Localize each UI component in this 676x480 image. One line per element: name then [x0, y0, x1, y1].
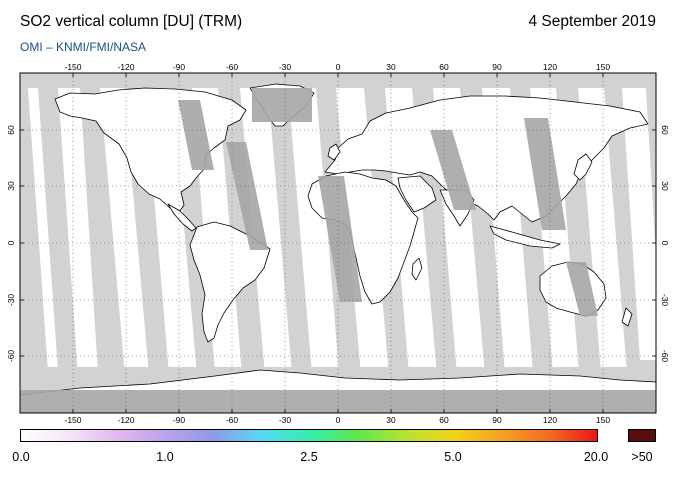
lon-label: 120: [543, 415, 557, 425]
arabia: [397, 175, 437, 213]
lon-label: 60: [439, 62, 449, 72]
lon-label: 0: [336, 415, 341, 425]
land-gap-strip: [178, 100, 214, 170]
lon-label: -120: [117, 62, 134, 72]
lon-label: 60: [439, 415, 449, 425]
lat-label: -30: [6, 294, 16, 307]
colorbar-label: 20.0: [583, 450, 609, 464]
lon-label: 30: [386, 62, 396, 72]
orbit-swath: [288, 88, 342, 410]
graticule: [20, 73, 656, 413]
lon-label: 90: [492, 62, 502, 72]
map-title: SO2 vertical column [DU] (TRM): [20, 13, 243, 30]
lon-label: -150: [64, 62, 81, 72]
lon-label: 30: [386, 415, 396, 425]
lon-label: -120: [117, 415, 134, 425]
lat-label: 0: [660, 241, 670, 246]
lon-label: 150: [596, 62, 610, 72]
lat-label: -60: [6, 350, 16, 363]
japan: [573, 153, 593, 181]
colorbar-label: 0.0: [12, 450, 30, 464]
land-gap-strip: [430, 130, 476, 210]
europe-asia: [324, 95, 649, 223]
map-date: 4 September 2019: [528, 13, 656, 30]
colorbar-over-label: >50: [631, 450, 653, 464]
lon-label: -90: [173, 62, 186, 72]
lat-label: 60: [6, 125, 16, 135]
land-gap-strip: [566, 262, 598, 316]
orbit-swath: [578, 88, 630, 410]
colorbar-label: 5.0: [444, 450, 462, 464]
lon-label: 120: [543, 62, 557, 72]
lat-label: 60: [660, 125, 670, 135]
colorbar-label: 2.5: [300, 450, 318, 464]
land-gap-strip: [226, 142, 268, 250]
colorbar-over-border: [628, 429, 656, 442]
orbit-swath: [622, 88, 656, 360]
lon-labels-top: -150 -120 -90 -60 -30 0 30 60 90 120 150: [64, 62, 610, 72]
uk-ireland: [327, 143, 341, 161]
colorbar: [20, 429, 598, 442]
orbit-swath: [28, 88, 60, 400]
lat-label: 0: [6, 240, 16, 245]
colorbar-over-swatch: [628, 429, 656, 442]
lat-label: 30: [660, 181, 670, 191]
lat-label: -30: [660, 294, 670, 307]
new-zealand: [621, 307, 633, 327]
lat-labels-right: 60 30 0 -30 -60: [660, 125, 670, 362]
lon-label: -60: [226, 62, 239, 72]
no-data-land-strips: [20, 88, 656, 413]
lon-label: -30: [279, 415, 292, 425]
lat-labels-left: 60 30 0 -30 -60: [6, 125, 16, 362]
lon-labels-bottom: -150 -120 -90 -60 -30 0 30 60 90 120 150: [64, 415, 610, 425]
lon-label: 0: [336, 62, 341, 72]
colorbar-border: [20, 429, 598, 442]
data-credit: OMI – KNMI/FMI/NASA: [20, 40, 147, 54]
lon-label: 150: [596, 415, 610, 425]
madagascar: [411, 257, 423, 281]
lat-label: -60: [660, 350, 670, 363]
land-gap-strip: [524, 118, 566, 230]
lon-label: -30: [279, 62, 292, 72]
lon-label: 90: [492, 415, 502, 425]
lon-label: -60: [226, 415, 239, 425]
lon-label: -90: [173, 415, 186, 425]
map-ticks: [20, 73, 656, 413]
indonesia: [489, 225, 561, 249]
lat-label: 30: [6, 181, 16, 191]
colorbar-label: 1.0: [156, 450, 174, 464]
land-gap-strip: [318, 176, 362, 302]
orbit-swath: [58, 88, 100, 405]
lon-label: -150: [64, 415, 81, 425]
greenland-shade: [252, 88, 312, 122]
central-america: [167, 203, 197, 232]
